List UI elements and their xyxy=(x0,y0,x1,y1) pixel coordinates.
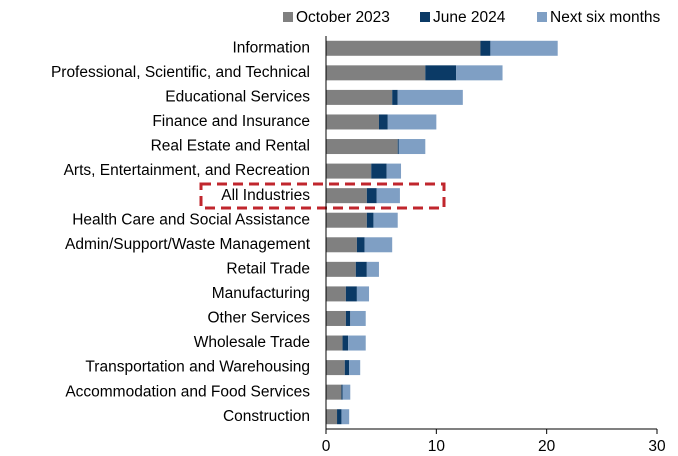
x-tick-label: 20 xyxy=(538,438,556,455)
legend-swatch xyxy=(283,12,293,22)
y-tick-label: Health Care and Social Assistance xyxy=(72,211,310,228)
bar-segment xyxy=(366,261,379,277)
bar-segment xyxy=(341,384,343,400)
bar-segment xyxy=(356,286,370,302)
x-tick-label: 0 xyxy=(322,438,331,455)
bar-segment xyxy=(366,212,374,228)
bar-segment xyxy=(342,335,349,351)
bar-segment xyxy=(371,163,387,179)
x-tick-label: 30 xyxy=(648,438,666,455)
bar-segment xyxy=(350,310,366,326)
bar-segment xyxy=(326,384,342,400)
bar-segment xyxy=(349,360,361,376)
bar-segment xyxy=(392,89,398,105)
bar-segment xyxy=(326,310,346,326)
bar-segment xyxy=(378,114,388,130)
bar-segment xyxy=(342,384,351,400)
y-tick-label: Information xyxy=(232,39,310,56)
bar-segment xyxy=(376,188,400,204)
bar-segment xyxy=(326,212,367,228)
y-tick-label: Wholesale Trade xyxy=(194,334,310,351)
bar-segment xyxy=(326,286,346,302)
y-tick-label: Other Services xyxy=(207,310,310,327)
bar-segment xyxy=(326,261,356,277)
bar-segment xyxy=(344,360,350,376)
bar-segment xyxy=(326,335,343,351)
bar-segment xyxy=(345,286,357,302)
legend-swatch xyxy=(537,12,547,22)
bar-segment xyxy=(366,188,377,204)
bar-segment xyxy=(373,212,398,228)
bar-segment xyxy=(341,409,350,425)
bar-segment xyxy=(386,163,402,179)
bar-segment xyxy=(326,360,345,376)
bar-segment xyxy=(480,40,491,56)
bar-segment xyxy=(326,237,357,253)
bar-segment xyxy=(326,114,379,130)
bar-segment xyxy=(355,261,367,277)
x-tick-label: 10 xyxy=(428,438,446,455)
y-tick-label: All Industries xyxy=(221,187,310,204)
y-tick-label: Manufacturing xyxy=(212,285,310,302)
bar-segment xyxy=(397,89,463,105)
legend-label: Next six months xyxy=(550,9,661,26)
bar-segment xyxy=(387,114,437,130)
bar-segment xyxy=(345,310,351,326)
bar-segment xyxy=(326,409,338,425)
y-tick-label: Admin/Support/Waste Management xyxy=(65,236,311,253)
bar-segment xyxy=(326,65,426,81)
y-tick-label: Professional, Scientific, and Technical xyxy=(51,64,310,81)
bar-segment xyxy=(490,40,558,56)
y-tick-label: Transportation and Warehousing xyxy=(85,359,310,376)
y-tick-label: Accommodation and Food Services xyxy=(65,383,310,400)
y-tick-label: Educational Services xyxy=(165,89,310,106)
bar-segment xyxy=(326,188,367,204)
y-tick-label: Real Estate and Rental xyxy=(151,138,310,155)
bar-segment xyxy=(364,237,393,253)
legend-swatch xyxy=(420,12,430,22)
y-tick-label: Arts, Entertainment, and Recreation xyxy=(64,162,310,179)
bar-segment xyxy=(326,163,372,179)
highlight-box xyxy=(199,182,446,210)
legend-label: October 2023 xyxy=(296,9,390,26)
bar-segment xyxy=(326,89,393,105)
y-tick-label: Retail Trade xyxy=(226,260,310,277)
legend-label: June 2024 xyxy=(433,9,506,26)
bar-segment xyxy=(398,139,426,155)
bar-segment xyxy=(348,335,366,351)
bar-segment xyxy=(397,139,399,155)
bar-segment xyxy=(456,65,503,81)
y-tick-label: Finance and Insurance xyxy=(152,113,310,130)
bar-segment xyxy=(425,65,457,81)
bar-segment xyxy=(337,409,342,425)
y-tick-label: Construction xyxy=(223,408,310,425)
bar-segment xyxy=(356,237,365,253)
bar-segment xyxy=(326,40,481,56)
bar-segment xyxy=(326,139,398,155)
